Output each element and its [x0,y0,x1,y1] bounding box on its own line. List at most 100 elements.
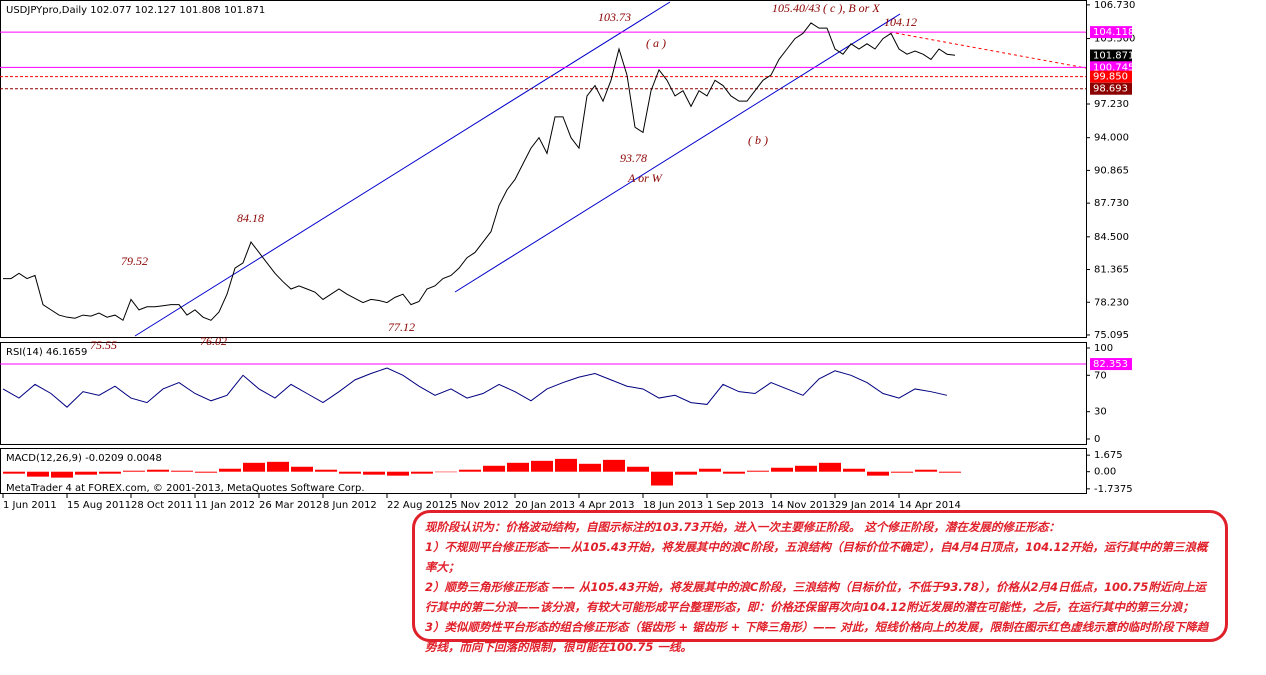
annotation: 104.12 [884,15,917,29]
y-tick-label: 1.675 [1094,450,1123,461]
macd-bar [747,470,769,472]
y-tick-label: 84.500 [1094,232,1129,243]
panel-title: USDJPYpro,Daily 102.077 102.127 101.808 … [6,5,265,16]
macd-bar [51,471,73,478]
macd-bar [291,466,313,472]
y-tick-label: 97.230 [1094,99,1129,110]
y-tick-label: 78.230 [1094,297,1129,308]
macd-bar [555,458,577,472]
macd-bar [483,465,505,472]
price-line [2,367,948,408]
annotation: ( a ) [646,36,666,50]
macd-bar [3,471,25,474]
x-tick-label: 28 Oct 2011 [131,500,193,511]
copyright: MetaTrader 4 at FOREX.com, © 2001-2013, … [6,483,365,494]
level-label: 99.850 [1093,72,1128,83]
analysis-note: 现阶段认识为：价格波动结构，自图示标注的103.73开始，进入一次主要修正阶段。… [412,510,1228,654]
macd-bar [243,462,265,472]
macd-bar [651,471,673,486]
macd-bar [627,466,649,472]
y-tick-label: 103.500 [1094,34,1135,45]
x-tick-label: 26 Mar 2012 [259,500,322,511]
macd-bar [939,471,961,473]
macd-bar [867,471,889,476]
level-box [1090,82,1132,95]
macd-bar [123,470,145,472]
macd-bar [27,471,49,477]
x-tick-label: 8 Jun 2012 [323,500,377,511]
annotation: 79.52 [121,254,148,268]
macd-bar [267,461,289,472]
annotation: 105.40/43 [772,1,820,15]
annotation: 93.78 [620,151,647,165]
macd-bar [603,459,625,472]
annotation: 84.18 [237,211,264,225]
price-line [3,22,956,322]
macd-bar [771,467,793,472]
annotation: ( b ) [748,133,768,147]
macd-bar [843,468,865,472]
x-tick-label: 5 Nov 2012 [451,500,509,511]
macd-bar [723,471,745,474]
price-panel [0,0,1087,338]
panel-title: RSI(14) 46.1659 [6,347,87,358]
macd-bar [795,465,817,472]
y-tick-label: 100 [1094,343,1113,354]
macd-bar [579,463,601,472]
note-line: 现阶段认识为：价格波动结构，自图示标注的103.73开始，进入一次主要修正阶段。… [425,520,1060,534]
annotation: 75.55 [90,338,117,352]
x-tick-label: 14 Nov 2013 [771,500,835,511]
level-box [1090,49,1132,62]
level-label: 104.118 [1093,27,1134,38]
trend-line [889,31,1087,69]
y-tick-label: 81.365 [1094,265,1129,276]
macd-bar [531,460,553,472]
note-line: 1）不规则平台修正形态——从105.43开始，将发展其中的浪C阶段，五浪结构（目… [425,540,1208,574]
macd-bar [675,471,697,475]
macd-bar [363,471,385,475]
macd-bar [507,462,529,472]
x-tick-label: 20 Jan 2013 [515,500,575,511]
macd-bar [99,471,121,474]
x-tick-label: 22 Aug 2012 [387,500,451,511]
x-tick-label: 1 Sep 2013 [707,500,764,511]
macd-bar [435,471,457,473]
note-line: 3）类似顺势性平台形态的组合修正形态（锯齿形 + 锯齿形 + 下降三角形）—— … [425,620,1209,654]
x-tick-label: 29 Jan 2014 [835,500,895,511]
macd-bar [819,462,841,472]
level-label: 100.745 [1093,62,1134,73]
annotation: ( c ), B or X [823,1,880,15]
panel-title: MACD(12,26,9) -0.0209 0.0048 [6,453,162,464]
macd-bar [411,471,433,474]
macd-bar [219,468,241,472]
annotation: 103.73 [598,10,631,24]
y-tick-label: 106.730 [1094,0,1135,11]
y-tick-label: 30 [1094,407,1107,418]
macd-bar [75,471,97,475]
y-tick-label: 70 [1094,370,1107,381]
note-line: 2）顺势三角形修正形态 —— 从105.43开始，将发展其中的浪C阶段，三浪结构… [425,580,1206,614]
macd-bar [315,469,337,472]
channel-line [134,1,671,337]
level-label: 82.353 [1093,359,1128,370]
y-tick-label: 0.00 [1094,467,1116,478]
y-tick-label: 75.095 [1094,330,1129,341]
macd-bar [915,469,937,472]
level-box [1090,61,1132,74]
rsi-panel [0,342,1087,445]
macd-bar [339,471,361,474]
x-tick-label: 1 Jun 2011 [3,500,57,511]
macd-bar [147,469,169,472]
y-tick-label: -1.7375 [1094,484,1133,495]
level-label: 98.693 [1093,84,1128,95]
macd-bar [891,471,913,473]
macd-bar [387,471,409,476]
level-label: 101.871 [1093,51,1134,62]
x-tick-label: 11 Jan 2012 [195,500,255,511]
y-tick-label: 94.000 [1094,133,1129,144]
macd-bar [195,471,217,473]
x-tick-label: 18 Jun 2013 [643,500,703,511]
x-tick-label: 4 Apr 2013 [579,500,634,511]
macd-bar [171,470,193,472]
